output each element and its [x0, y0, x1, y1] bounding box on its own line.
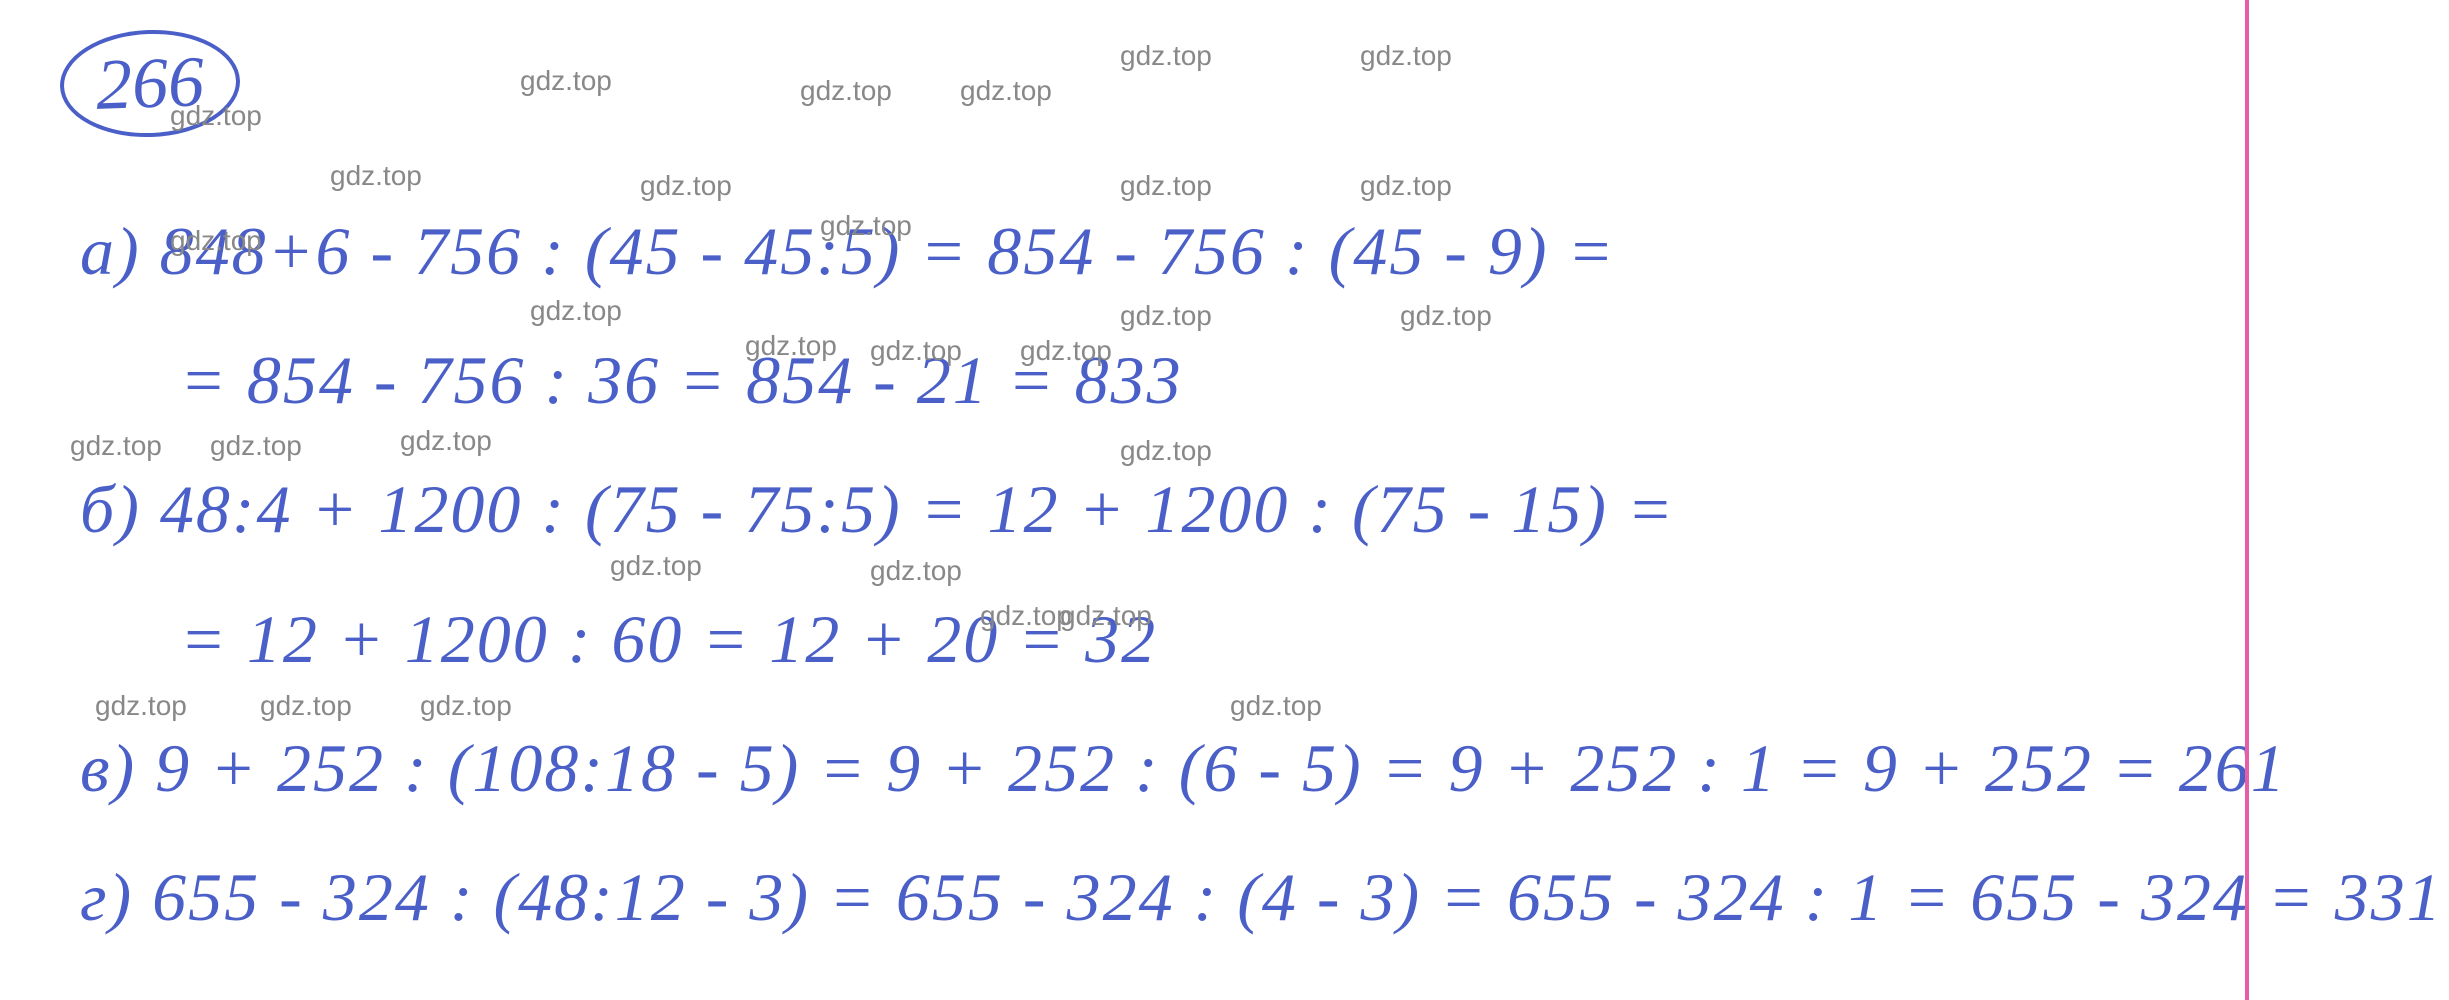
watermark: gdz.top [800, 75, 892, 107]
equation-b-line1: б) 48:4 + 1200 : (75 - 75:5) = 12 + 1200… [80, 445, 2389, 574]
problem-number-circle: 266 [58, 27, 242, 140]
equation-b-line2: = 12 + 1200 : 60 = 12 + 20 = 32 [180, 575, 2389, 704]
handwritten-page: 266 a) 848+6 - 756 : (45 - 45:5) = 854 -… [0, 0, 2449, 1000]
notebook-margin-line [2245, 0, 2249, 1000]
watermark: gdz.top [520, 65, 612, 97]
watermark: gdz.top [960, 75, 1052, 107]
equation-a-line1: a) 848+6 - 756 : (45 - 45:5) = 854 - 756… [80, 187, 2389, 316]
watermark: gdz.top [1120, 40, 1212, 72]
equation-a-line2: = 854 - 756 : 36 = 854 - 21 = 833 [180, 316, 2389, 445]
equation-d-line1: г) 655 - 324 : (48:12 - 3) = 655 - 324 :… [80, 833, 2389, 962]
equation-c-line1: в) 9 + 252 : (108:18 - 5) = 9 + 252 : (6… [80, 704, 2389, 833]
watermark: gdz.top [1360, 40, 1452, 72]
